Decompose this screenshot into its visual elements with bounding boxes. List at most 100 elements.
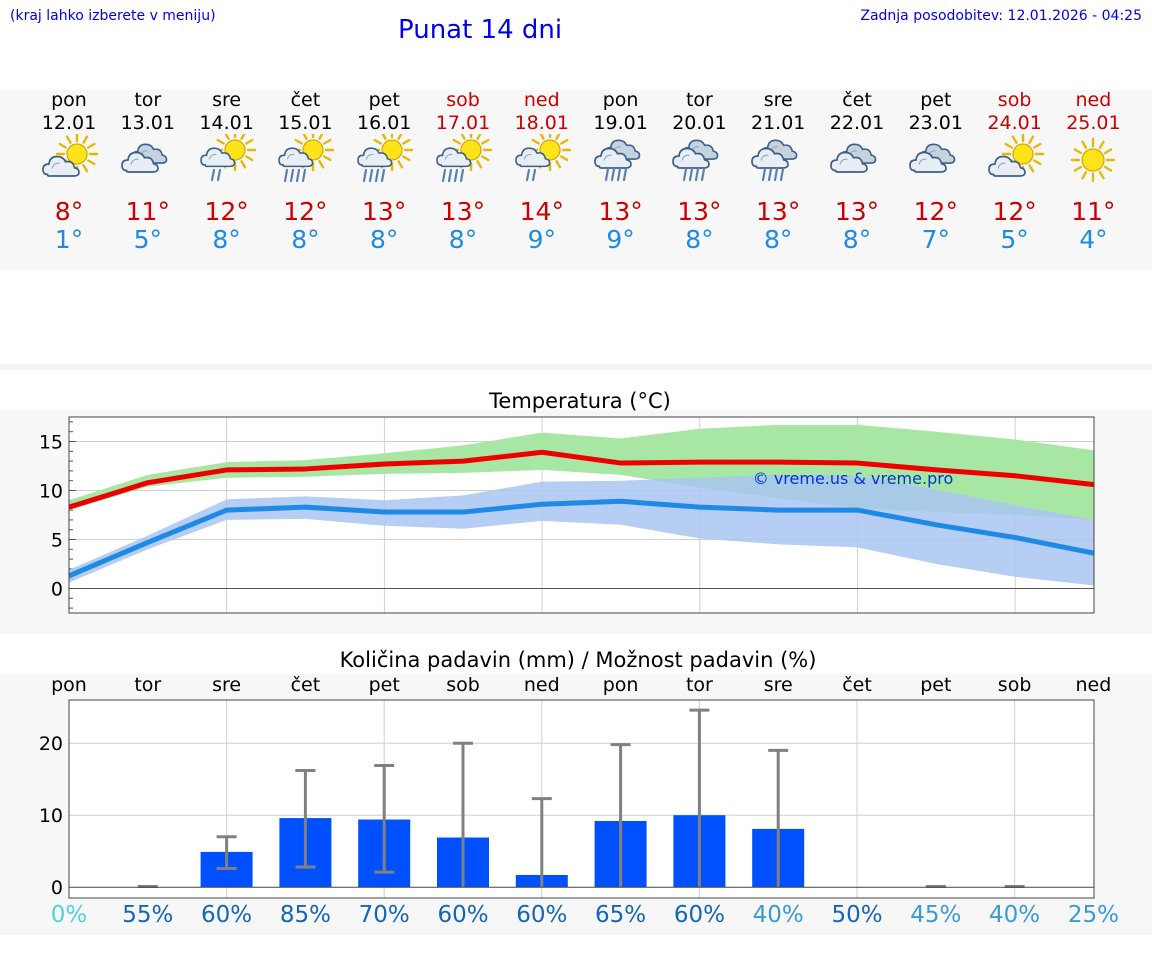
day-date: 21.01 — [750, 112, 806, 134]
day-date: 14.01 — [199, 112, 254, 134]
max-temperature: 11° — [1071, 197, 1116, 226]
precip-probability: 25% — [1067, 902, 1119, 928]
min-temperature: 7° — [921, 225, 950, 254]
day-date: 15.01 — [278, 112, 333, 134]
min-temperature: 8° — [763, 225, 793, 254]
precip-probability: 60% — [516, 902, 568, 928]
precip-probability: 50% — [831, 902, 883, 928]
plot-frame — [68, 699, 1095, 899]
day-name: pet — [368, 89, 400, 111]
precip-probability: 40% — [989, 902, 1041, 928]
max-temperature: 13° — [677, 197, 722, 226]
max-temperature: 13° — [834, 197, 880, 226]
forecast-panel — [0, 90, 1152, 270]
sun-icon — [1063, 134, 1123, 188]
location-menu-note: (kraj lahko izberete v meniju) — [10, 8, 216, 24]
min-temperature: 8° — [842, 225, 872, 254]
min-temperature: 8° — [291, 225, 320, 254]
precipitation-chart-title: Količina padavin (mm) / Možnost padavin … — [339, 648, 817, 672]
cloud-icon — [118, 134, 178, 188]
temperature-chart: 0 5 10 15 © vreme.us & vreme.pro — [39, 416, 1095, 614]
series-line-min — [68, 498, 1095, 579]
y-tick-label: 5 — [51, 530, 63, 552]
precip-day-name: sre — [763, 674, 793, 696]
max-temperature: 12° — [992, 197, 1037, 226]
min-temperature: 5° — [1000, 225, 1029, 254]
sun-heavy-rain-icon — [354, 128, 414, 188]
day-date: 23.01 — [908, 112, 963, 134]
day-name: sob — [997, 89, 1032, 111]
precip-probability: 70% — [358, 902, 410, 928]
day-name: pon — [51, 89, 87, 111]
cloud-rain-icon — [748, 134, 808, 188]
separator — [0, 364, 1152, 370]
day-name: tor — [134, 89, 162, 111]
y-tick-label: 20 — [39, 733, 63, 755]
day-name: sob — [446, 89, 480, 111]
min-temperature: 4° — [1079, 225, 1108, 254]
day-name: ned — [523, 89, 560, 111]
day-date: 16.01 — [356, 112, 412, 134]
precip-day-name: čet — [842, 674, 872, 696]
day-date: 19.01 — [593, 112, 648, 134]
max-temperature: 13° — [440, 197, 486, 226]
precip-probability: 65% — [595, 902, 647, 928]
day-date: 25.01 — [1066, 112, 1121, 134]
sun-heavy-rain-icon — [275, 128, 335, 188]
precip-day-name: pet — [920, 674, 952, 696]
min-temperature: 8° — [369, 225, 399, 254]
precip-day-name: tor — [134, 674, 162, 696]
y-tick-label: 15 — [39, 432, 63, 454]
precip-day-name: sob — [997, 674, 1032, 696]
precip-day-name: pet — [368, 674, 400, 696]
day-name: ned — [1075, 89, 1112, 111]
sun-cloud-icon — [985, 132, 1045, 188]
last-update-label: Zadnja posodobitev: 12.01.2026 - 04:25 — [860, 8, 1142, 24]
min-temperature: 8° — [212, 225, 241, 254]
precip-day-name: ned — [1075, 674, 1112, 696]
max-temperature: 14° — [519, 197, 564, 226]
precip-day-name: pon — [602, 674, 639, 696]
min-temperature: 9° — [606, 225, 635, 254]
cloud-icon — [906, 134, 966, 188]
day-name: tor — [685, 89, 713, 111]
sun-cloud-icon — [39, 132, 99, 188]
page-title: Punat 14 dni — [398, 15, 563, 45]
day-date: 18.01 — [514, 112, 569, 134]
precip-day-name: pon — [51, 674, 87, 696]
uncertainty-band-min — [69, 474, 1094, 586]
max-temperature: 12° — [204, 197, 249, 226]
watermark: © vreme.us & vreme.pro — [753, 469, 954, 488]
day-name: sre — [763, 89, 793, 111]
cloud-rain-icon — [669, 134, 729, 188]
precip-probability: 60% — [437, 902, 489, 928]
sun-rain-icon — [512, 128, 572, 188]
max-temperature: 12° — [913, 197, 958, 226]
min-temperature: 8° — [448, 225, 478, 254]
day-name: čet — [290, 89, 321, 111]
max-temperature: 13° — [756, 197, 801, 226]
precip-day-name: tor — [685, 674, 713, 696]
day-date: 22.01 — [829, 112, 885, 134]
day-date: 24.01 — [987, 112, 1042, 134]
min-temperature: 9° — [527, 225, 556, 254]
precip-day-name: ned — [523, 674, 560, 696]
day-date: 13.01 — [120, 112, 175, 134]
day-date: 20.01 — [672, 112, 727, 134]
precip-probability: 0% — [50, 902, 88, 928]
precip-probability: 55% — [122, 902, 174, 928]
temperature-chart-title: Temperatura (°C) — [489, 389, 671, 413]
cloud-rain-icon — [591, 134, 651, 188]
max-temperature: 8° — [54, 197, 84, 226]
cloud-icon — [827, 134, 887, 188]
precip-probability: 45% — [910, 902, 962, 928]
y-tick-label: 0 — [51, 579, 63, 601]
plot-frame — [68, 416, 1095, 614]
day-name: pon — [602, 89, 639, 111]
precip-day-name: sob — [446, 674, 480, 696]
min-temperature: 5° — [133, 225, 162, 254]
day-name: pet — [920, 89, 952, 111]
sun-rain-icon — [197, 128, 257, 188]
max-temperature: 12° — [283, 197, 328, 226]
day-name: čet — [842, 89, 872, 111]
